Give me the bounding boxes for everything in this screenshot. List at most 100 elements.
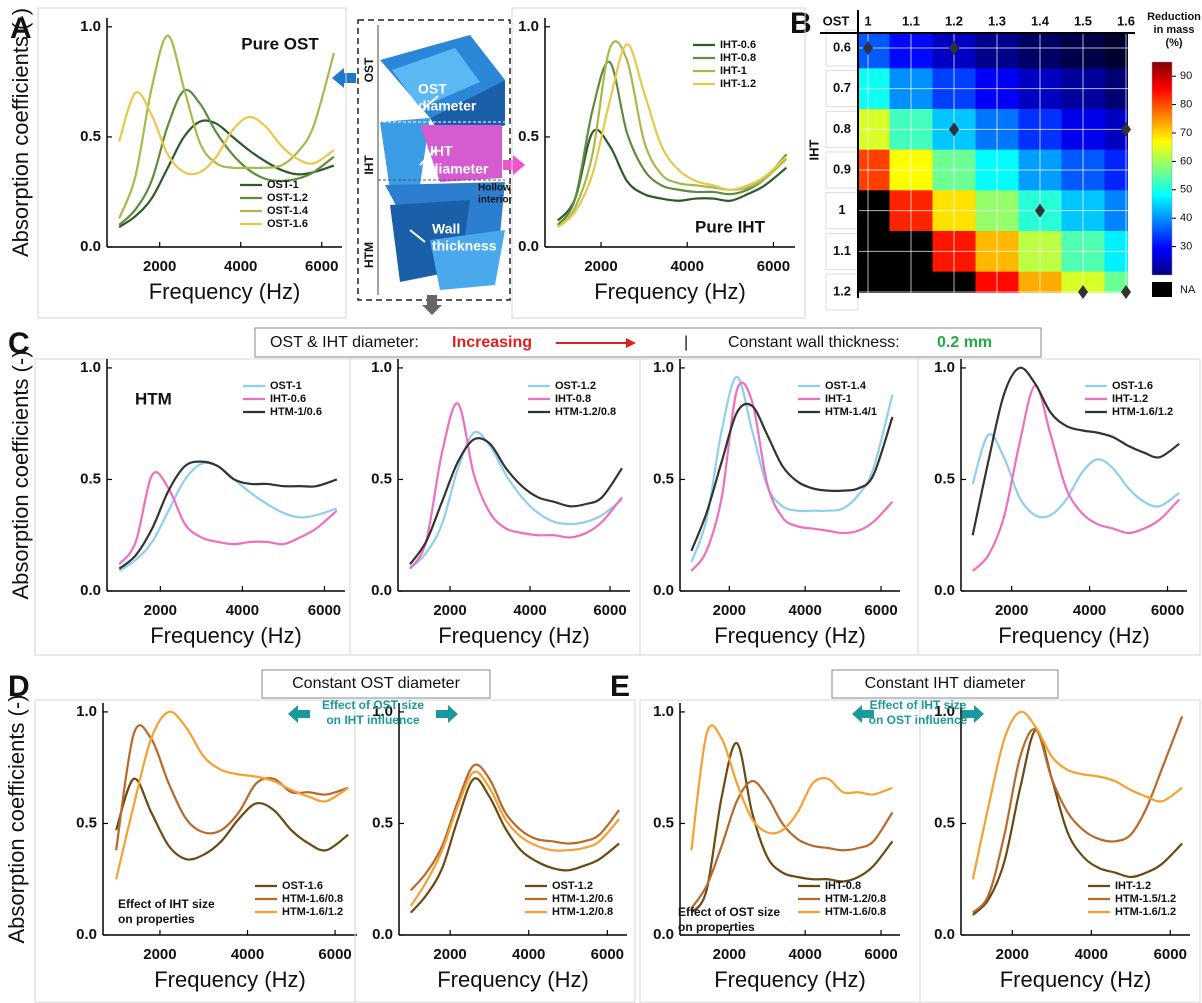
x-tick-label: 6000 <box>318 946 351 963</box>
y-tick-label: 0.5 <box>934 470 955 487</box>
x-tick-label: 1.6 <box>1117 13 1135 28</box>
row-label-box <box>825 110 859 148</box>
y-tick-label: 1 <box>838 202 845 217</box>
legend-label: OST-1.2 <box>552 880 593 892</box>
series-line <box>409 777 620 914</box>
y-tick-label: 0.5 <box>653 470 674 487</box>
legend-label: OST-1 <box>267 179 299 191</box>
y-axis-title: Absorption coefficients (-) <box>8 350 33 599</box>
legend-label: IHT-0.8 <box>825 880 861 892</box>
x-axis-title: Frequency (Hz) <box>594 279 746 304</box>
diagram-label: diameter <box>430 161 489 177</box>
na-label: NA <box>1180 284 1196 296</box>
legend-label: HTM-1.6/0.8 <box>282 893 343 905</box>
panel-frame <box>919 699 1201 1003</box>
x-axis-title: Frequency (Hz) <box>1000 967 1152 992</box>
diagram-label: diameter <box>418 98 477 114</box>
banner-box <box>261 669 491 699</box>
y-tick-label: 0.5 <box>80 470 101 487</box>
colorbar-tick-label: 30 <box>1180 241 1192 253</box>
x-tick-label: 6000 <box>593 602 626 619</box>
y-tick-label: 0.0 <box>934 926 955 943</box>
note-text: on IHT influence <box>326 713 420 727</box>
x-tick-label: 4000 <box>788 946 821 963</box>
legend-label: OST-1.2 <box>555 380 596 392</box>
note-text: Effect of OST size <box>322 698 424 712</box>
panel-frame <box>511 7 806 319</box>
series-line <box>557 128 788 222</box>
y-tick-label: 0.5 <box>80 128 101 145</box>
y-tick-label: 0.7 <box>833 80 851 95</box>
y-tick-label: 0.0 <box>653 926 674 943</box>
banner-text: OST & IHT diameter: <box>270 334 419 351</box>
panel-letter: E <box>610 670 630 703</box>
structure-diagram: OST IHT HTM OST diameter IHT diameter Ho… <box>332 19 525 315</box>
x-tick-label: 4000 <box>1075 946 1108 963</box>
series-line <box>972 728 1183 916</box>
banner-text: Constant wall thickness: <box>728 334 900 351</box>
legend-label: HTM-1.6/1.2 <box>1115 906 1176 918</box>
section-label: OST <box>362 57 376 82</box>
series-line <box>118 34 335 219</box>
series-line <box>690 724 893 851</box>
x-tick-label: 2000 <box>713 946 746 963</box>
banner-text: Constant IHT diameter <box>865 675 1026 692</box>
x-tick-label: 4000 <box>231 946 264 963</box>
colorbar-tick-label: 90 <box>1180 70 1192 82</box>
note-arrow <box>288 705 310 723</box>
charts: 2000 4000 6000 0.0 0.5 1.0 OST-1 OST-1.2 OST-1.4… <box>4 7 1201 1003</box>
series-line <box>409 770 620 907</box>
legend-label: HTM-1.6/1.2 <box>1112 406 1173 418</box>
row-label-box <box>825 151 859 189</box>
y-tick-label: 1.0 <box>371 359 392 376</box>
y-tick-label: 0.5 <box>934 814 955 831</box>
na-swatch <box>1152 282 1172 297</box>
annotation: Effect of IHT size <box>118 897 215 911</box>
y-tick-label: 1.0 <box>372 703 393 720</box>
legend-label: HTM-1.2/0.8 <box>555 406 616 418</box>
legend-label: IHT-1.2 <box>720 78 756 90</box>
colorbar-tick-label: 40 <box>1180 212 1192 224</box>
x-tick-label: 4000 <box>224 258 257 275</box>
note-text: Effect of IHT size <box>870 698 967 712</box>
legend-label: HTM-1.5/1.2 <box>1115 893 1176 905</box>
colorbar-tick-label: 50 <box>1180 184 1192 196</box>
y-tick-label: 1.0 <box>653 359 674 376</box>
legend-label: OST-1.4 <box>825 380 867 392</box>
y-tick-label: 0.0 <box>934 582 955 599</box>
y-tick-label: 1.0 <box>80 18 101 35</box>
heatmap-cell <box>858 271 890 293</box>
diagram-label: interior <box>478 195 513 206</box>
annotation: HTM <box>135 389 172 408</box>
legend-label: IHT-1.2 <box>1115 880 1151 892</box>
legend-label: HTM-1.4/1 <box>825 406 877 418</box>
series-line <box>690 381 894 572</box>
panel-letter: A <box>10 12 32 45</box>
banner-text: Constant OST diameter <box>292 675 460 692</box>
diagram-label: IHT <box>430 143 453 159</box>
legend-label: OST-1.6 <box>282 880 323 892</box>
x-tick-label: 4000 <box>226 602 259 619</box>
y-tick-label: 0.5 <box>371 470 392 487</box>
series-line <box>557 40 788 228</box>
heatmap-cell <box>858 33 890 69</box>
banner-value: Increasing <box>452 334 532 351</box>
diagram-label: Hollow <box>478 183 511 194</box>
diagram-label: OST <box>418 81 447 97</box>
series-line <box>409 763 621 892</box>
series-line <box>971 710 1183 880</box>
x-axis-title: Frequency (Hz) <box>150 623 302 648</box>
heatmap-cell <box>1104 33 1128 69</box>
series-line <box>115 777 349 861</box>
series-line <box>118 460 338 570</box>
panel-frame <box>354 699 636 1003</box>
y-tick-label: 0.0 <box>653 582 674 599</box>
series-line <box>557 43 788 229</box>
series-line <box>118 91 335 176</box>
legend-label: IHT-0.6 <box>720 39 756 51</box>
x-tick-label: 6000 <box>591 946 624 963</box>
row-label-box <box>825 273 859 311</box>
y-tick-label: 0.5 <box>518 128 539 145</box>
section-label: IHT <box>362 155 376 175</box>
banner-box <box>831 669 1059 699</box>
